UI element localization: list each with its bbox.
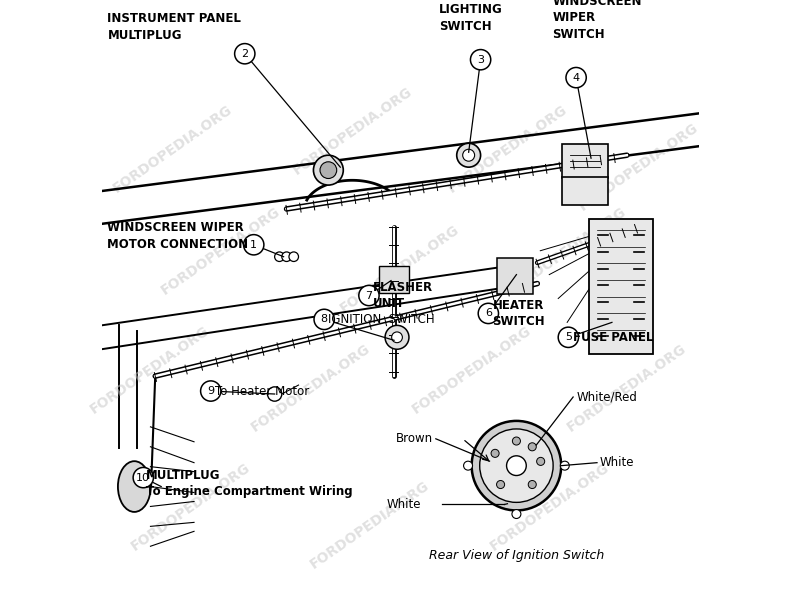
Text: White: White [600, 456, 634, 469]
Circle shape [506, 456, 526, 476]
Text: FORDOPEDIA.ORG: FORDOPEDIA.ORG [505, 204, 630, 297]
Text: FORDOPEDIA.ORG: FORDOPEDIA.ORG [308, 479, 432, 572]
Text: SWITCH: SWITCH [439, 20, 491, 33]
Text: Brown: Brown [396, 432, 433, 445]
Text: 2: 2 [242, 49, 248, 59]
Text: FORDOPEDIA.ORG: FORDOPEDIA.ORG [487, 461, 611, 554]
Text: 1: 1 [250, 240, 258, 250]
Circle shape [558, 327, 578, 347]
Circle shape [566, 67, 586, 88]
Text: 9: 9 [207, 386, 214, 396]
Text: HEATER: HEATER [493, 298, 544, 312]
Text: INSTRUMENT PANEL: INSTRUMENT PANEL [107, 12, 242, 25]
Text: 4: 4 [573, 73, 580, 82]
Circle shape [470, 50, 490, 70]
Text: UNIT: UNIT [373, 297, 406, 310]
Circle shape [320, 162, 337, 179]
Circle shape [528, 481, 536, 488]
Text: WIPER: WIPER [552, 11, 595, 24]
Text: FORDOPEDIA.ORG: FORDOPEDIA.ORG [565, 341, 689, 435]
Circle shape [385, 325, 409, 349]
Text: White: White [386, 498, 421, 511]
Text: Rear View of Ignition Switch: Rear View of Ignition Switch [429, 549, 604, 562]
Text: 8: 8 [321, 315, 328, 324]
Circle shape [392, 332, 402, 343]
Circle shape [234, 44, 255, 64]
Text: 3: 3 [477, 55, 484, 64]
Text: MOTOR CONNECTION: MOTOR CONNECTION [107, 238, 249, 251]
Circle shape [528, 443, 536, 451]
Circle shape [512, 437, 521, 445]
Text: FORDOPEDIA.ORG: FORDOPEDIA.ORG [577, 121, 701, 214]
Circle shape [314, 155, 343, 185]
Text: FLASHER: FLASHER [373, 281, 434, 294]
Text: White/Red: White/Red [576, 390, 637, 404]
Circle shape [243, 235, 264, 255]
Text: WINDSCREEN WIPER: WINDSCREEN WIPER [107, 221, 244, 234]
Text: 6: 6 [485, 309, 492, 318]
Text: LIGHTING: LIGHTING [439, 3, 502, 16]
Text: FORDOPEDIA.ORG: FORDOPEDIA.ORG [129, 461, 254, 554]
Circle shape [267, 387, 282, 401]
Circle shape [512, 509, 521, 518]
Text: To Heater Motor: To Heater Motor [215, 384, 309, 398]
Text: 7: 7 [366, 291, 373, 300]
Circle shape [201, 381, 221, 401]
Text: To Engine Compartment Wiring: To Engine Compartment Wiring [146, 485, 353, 498]
Text: 5: 5 [565, 333, 572, 342]
FancyBboxPatch shape [379, 266, 409, 293]
Text: FORDOPEDIA.ORG: FORDOPEDIA.ORG [158, 204, 283, 297]
Text: MULTIPLUG: MULTIPLUG [107, 29, 182, 42]
Circle shape [457, 143, 481, 167]
Circle shape [289, 252, 298, 261]
Text: IGNITION  SWITCH: IGNITION SWITCH [328, 313, 435, 326]
Text: SWITCH: SWITCH [493, 315, 545, 328]
Text: MULTIPLUG: MULTIPLUG [146, 469, 221, 482]
FancyBboxPatch shape [590, 219, 653, 354]
Circle shape [314, 309, 334, 330]
Text: FUSE PANEL: FUSE PANEL [573, 331, 654, 344]
Text: FORDOPEDIA.ORG: FORDOPEDIA.ORG [290, 85, 414, 178]
FancyBboxPatch shape [562, 177, 608, 205]
Text: FORDOPEDIA.ORG: FORDOPEDIA.ORG [410, 324, 534, 417]
Circle shape [463, 461, 473, 470]
Circle shape [359, 285, 379, 306]
Circle shape [480, 429, 553, 503]
Text: FORDOPEDIA.ORG: FORDOPEDIA.ORG [111, 103, 235, 196]
Text: FORDOPEDIA.ORG: FORDOPEDIA.ORG [338, 222, 462, 315]
Text: FORDOPEDIA.ORG: FORDOPEDIA.ORG [248, 341, 373, 435]
FancyBboxPatch shape [497, 258, 533, 294]
Circle shape [274, 252, 284, 261]
Circle shape [560, 461, 570, 470]
Text: FORDOPEDIA.ORG: FORDOPEDIA.ORG [87, 324, 211, 417]
Circle shape [497, 481, 505, 488]
FancyBboxPatch shape [562, 144, 608, 178]
Circle shape [462, 149, 474, 161]
Circle shape [472, 421, 561, 510]
Text: WINDSCREEN: WINDSCREEN [552, 0, 642, 8]
Text: SWITCH: SWITCH [552, 28, 605, 41]
Circle shape [133, 467, 154, 488]
Text: 10: 10 [136, 473, 150, 482]
Circle shape [282, 252, 291, 261]
Circle shape [478, 303, 498, 324]
Text: FORDOPEDIA.ORG: FORDOPEDIA.ORG [446, 103, 570, 196]
Ellipse shape [118, 461, 150, 512]
Circle shape [491, 450, 499, 457]
Circle shape [537, 457, 545, 466]
